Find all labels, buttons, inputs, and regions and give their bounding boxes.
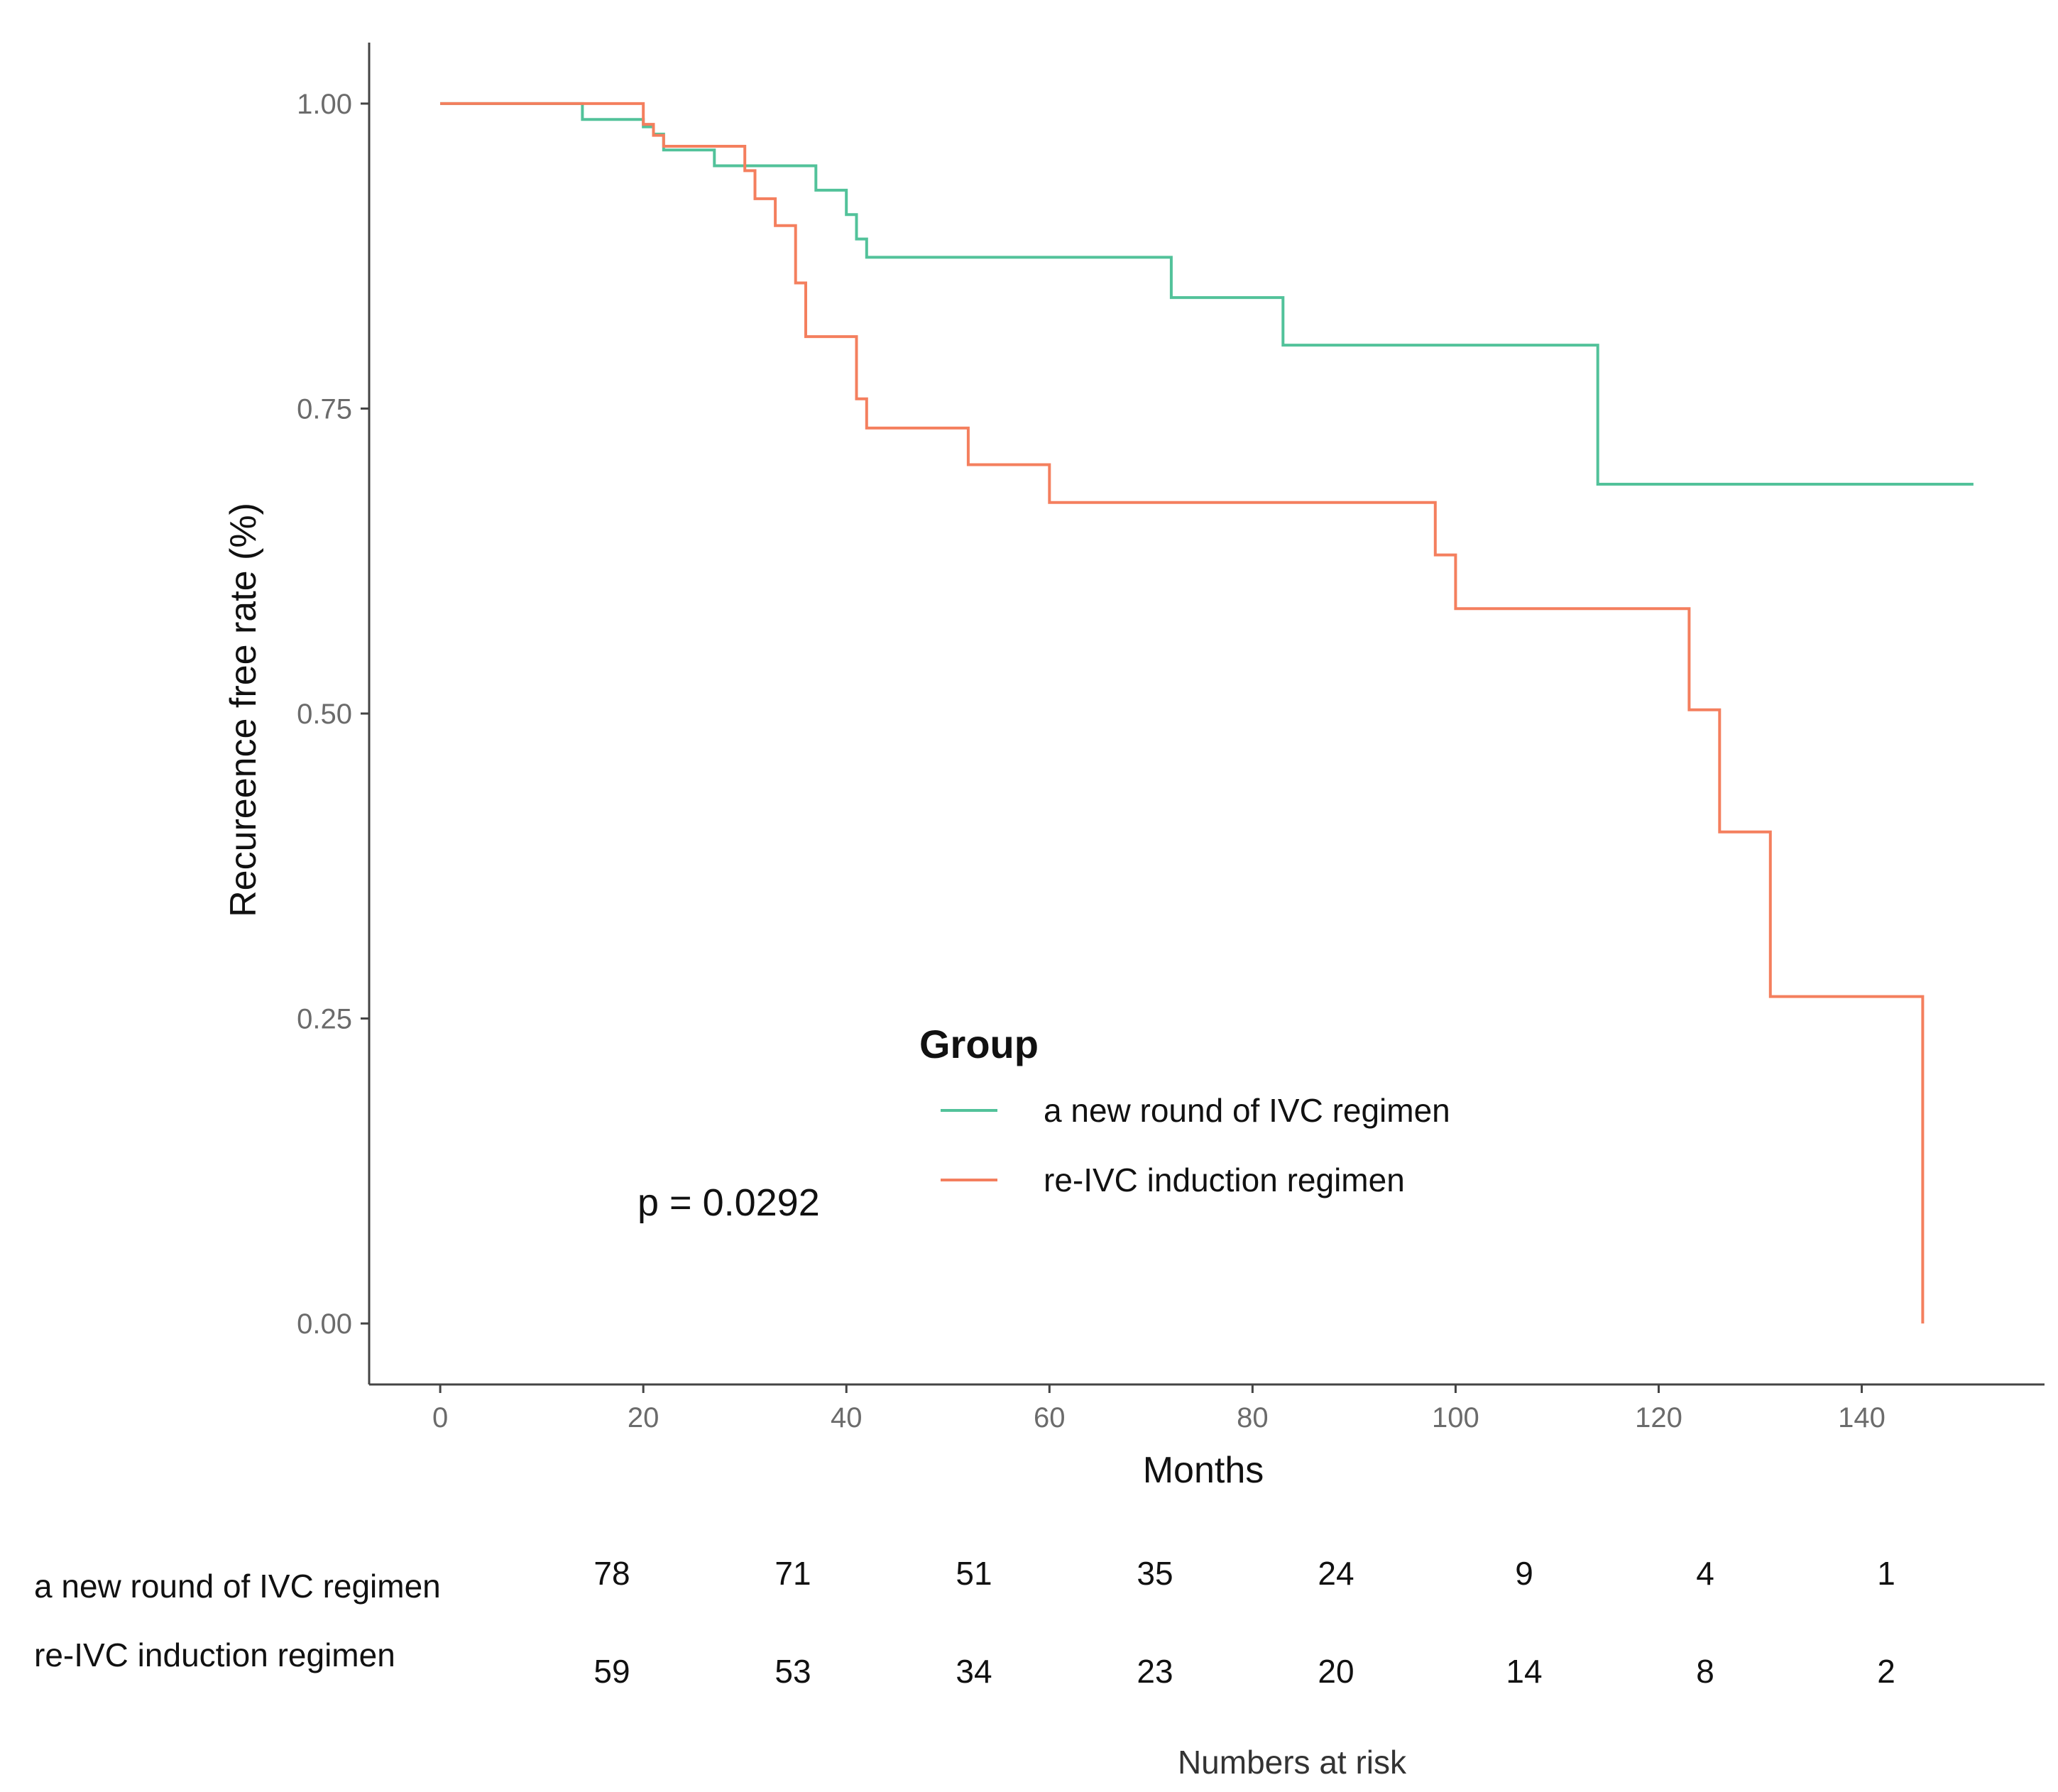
x-axis-title: Months	[1143, 1450, 1264, 1491]
y-tick-label: 0.25	[297, 1004, 352, 1035]
y-axis-title: Recureence free rate (%)	[223, 503, 264, 917]
y-tick-label: 0.75	[297, 393, 352, 425]
risk-count: 9	[1515, 1555, 1533, 1592]
risk-table: a new round of IVC regimen re-IVC induct…	[34, 1555, 1895, 1781]
risk-count: 1	[1877, 1555, 1895, 1592]
risk-count: 59	[593, 1653, 630, 1690]
risk-row-re-ivc: 59 53 34 23 20 14 8 2	[593, 1653, 1895, 1690]
risk-row-label-re-ivc: re-IVC induction regimen	[34, 1637, 395, 1673]
x-tick-label: 20	[628, 1402, 659, 1433]
x-tick-label: 100	[1432, 1402, 1479, 1433]
risk-count: 23	[1137, 1653, 1173, 1690]
y-tick-label: 0.50	[297, 699, 352, 730]
risk-count: 2	[1877, 1653, 1895, 1690]
legend-label-re-ivc: re-IVC induction regimen	[1044, 1162, 1405, 1198]
x-axis: 0 20 40 60 80 100 120 140	[369, 1383, 2045, 1433]
risk-count: 8	[1696, 1653, 1714, 1690]
x-tick-label: 60	[1034, 1402, 1066, 1433]
series-layer	[440, 102, 1974, 1324]
x-tick-label: 140	[1838, 1402, 1885, 1433]
risk-count: 78	[593, 1555, 630, 1592]
risk-count: 53	[775, 1653, 811, 1690]
y-axis: 0.00 0.25 0.50 0.75 1.00	[297, 43, 371, 1384]
risk-count: 71	[775, 1555, 811, 1592]
risk-count: 35	[1137, 1555, 1173, 1592]
risk-count: 51	[956, 1555, 992, 1592]
y-tick-label: 0.00	[297, 1309, 352, 1340]
x-tick-label: 40	[831, 1402, 863, 1433]
risk-row-new-round: 78 71 51 35 24 9 4 1	[593, 1555, 1895, 1592]
legend-label-new-round: a new round of IVC regimen	[1044, 1092, 1450, 1129]
series-line-new-round	[440, 102, 1974, 486]
risk-count: 4	[1696, 1555, 1714, 1592]
risk-count: 34	[956, 1653, 992, 1690]
legend-title: Group	[919, 1022, 1039, 1066]
p-value-annotation: p = 0.0292	[637, 1181, 820, 1224]
risk-count: 20	[1318, 1653, 1354, 1690]
risk-table-title: Numbers at risk	[1178, 1744, 1407, 1781]
x-tick-label: 80	[1237, 1402, 1269, 1433]
series-line-re-ivc	[440, 102, 1925, 1324]
risk-row-label-new-round: a new round of IVC regimen	[34, 1568, 441, 1605]
y-tick-label: 1.00	[297, 89, 352, 120]
risk-count: 24	[1318, 1555, 1354, 1592]
legend: Group a new round of IVC regimen re-IVC …	[919, 1022, 1450, 1198]
risk-count: 14	[1506, 1653, 1542, 1690]
x-tick-label: 120	[1635, 1402, 1682, 1433]
x-tick-label: 0	[432, 1402, 448, 1433]
